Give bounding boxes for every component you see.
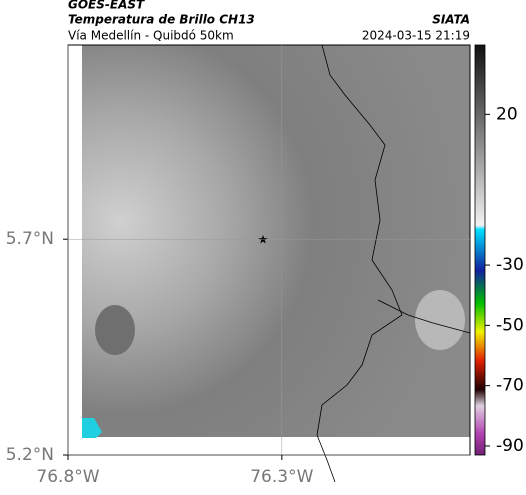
lat-label: 5.2°N: [6, 445, 54, 465]
timestamp: 2024-03-15 21:19: [362, 29, 470, 43]
colorbar: [474, 44, 486, 456]
satellite-image: [82, 45, 470, 437]
cold-cloud: [82, 418, 102, 438]
colorbar-label: -30: [496, 255, 524, 275]
colorbar-label: 20: [496, 104, 518, 124]
title: Temperatura de Brillo CH13: [68, 13, 255, 27]
lon-label: 76.3°W: [250, 467, 313, 487]
map: ★: [67, 44, 471, 483]
lat-label: 5.7°N: [6, 229, 54, 249]
subtitle: Vía Medellín - Quibdó 50km: [68, 29, 234, 43]
colorbar-label: -70: [496, 376, 524, 396]
cloud: [415, 290, 465, 350]
border: [377, 299, 471, 334]
agency: SIATA: [432, 13, 470, 27]
border: [316, 44, 403, 483]
colorbar-label: -90: [496, 436, 524, 456]
colorbar-label: -50: [496, 315, 524, 335]
station-marker: ★: [258, 233, 269, 247]
cloud: [95, 305, 135, 355]
lon-label: 76.8°W: [36, 467, 99, 487]
source: GOES-EAST: [68, 0, 145, 12]
